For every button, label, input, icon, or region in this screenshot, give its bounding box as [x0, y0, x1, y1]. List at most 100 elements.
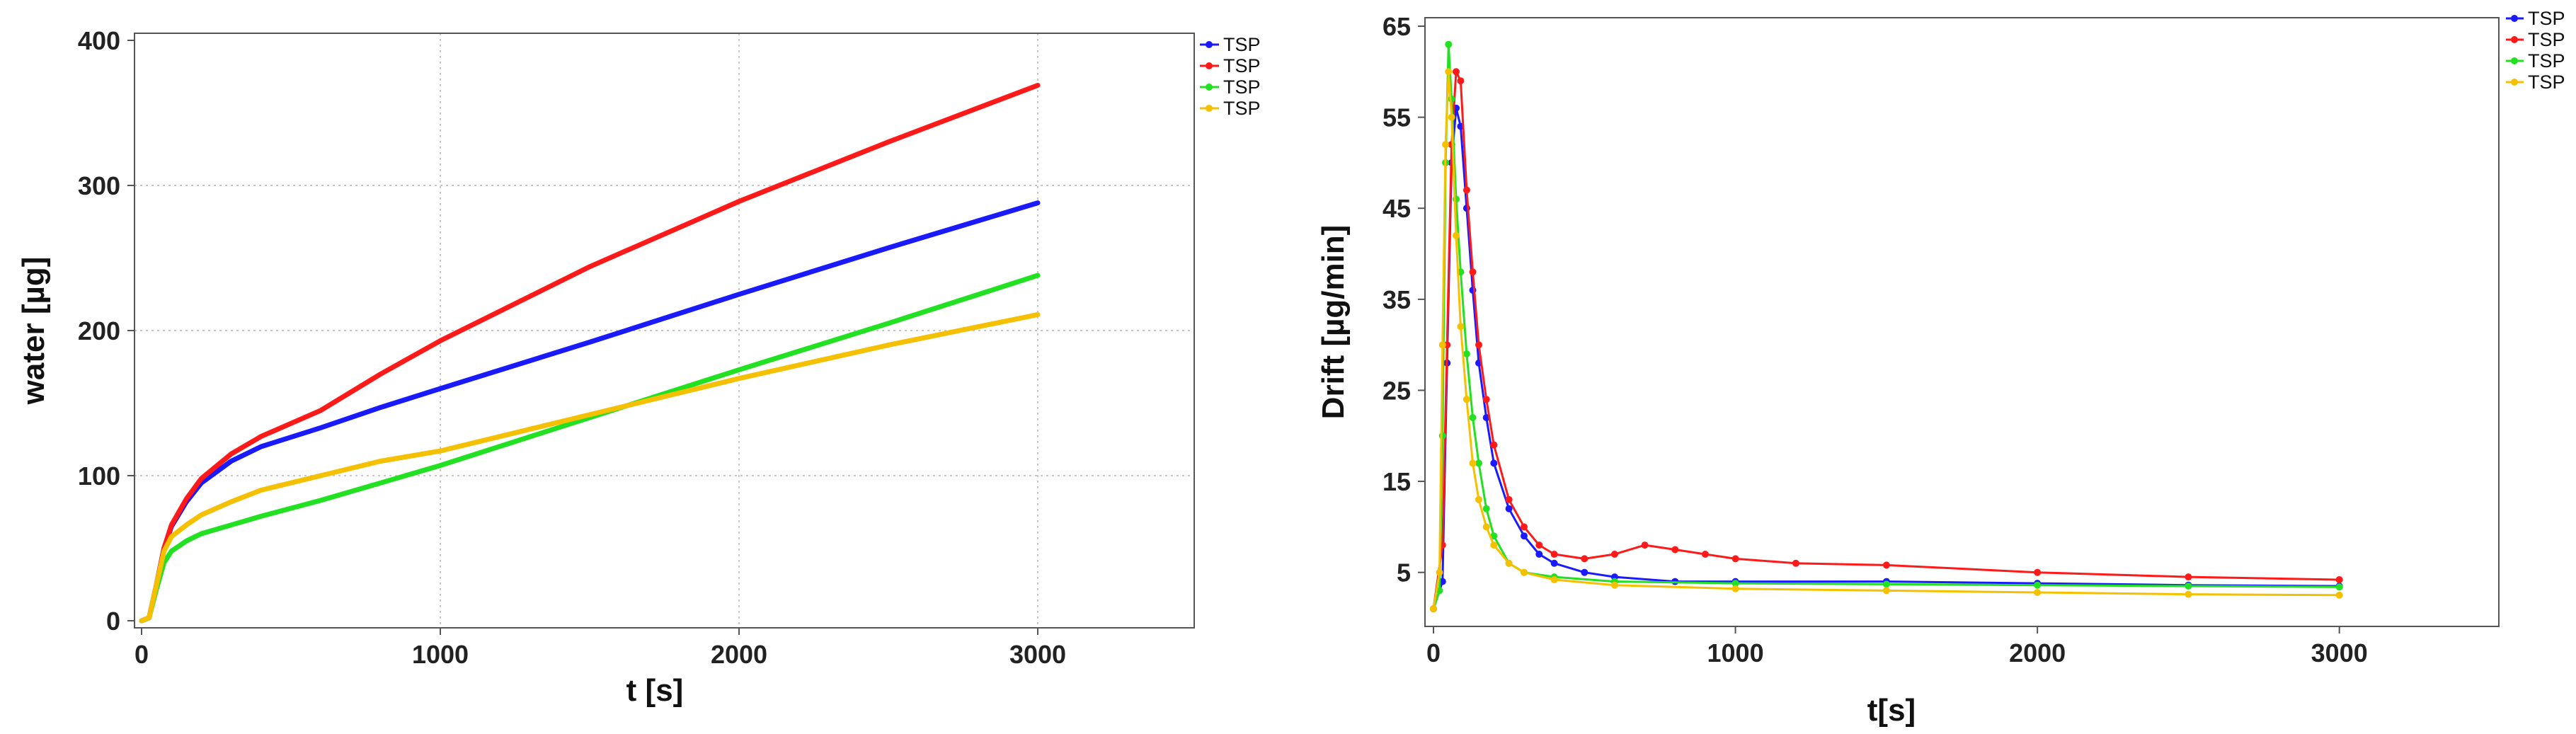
data-point [2335, 583, 2343, 591]
series-line-4 [1432, 70, 2340, 609]
data-point [1469, 268, 1477, 276]
x-tick-label: 3000 [1009, 640, 1066, 669]
data-point [1475, 341, 1482, 349]
data-point [1701, 551, 1709, 558]
legend-label: TSP [2528, 8, 2565, 29]
legend-item: TSP [1200, 34, 1261, 55]
data-point [1462, 396, 1470, 403]
data-point [1469, 414, 1477, 421]
data-point [1882, 587, 1890, 595]
chart-water: 0 1000 2000 3000 0 100 200 300 400 t [s] water [… [16, 26, 1261, 708]
data-point [2335, 591, 2343, 599]
data-point [1482, 505, 1490, 512]
data-point [1731, 580, 1739, 587]
y-tick-label: 65 [1383, 12, 1411, 41]
y-tick-label: 45 [1383, 194, 1411, 223]
legend-label: TSP [1223, 55, 1261, 76]
data-point [1438, 432, 1446, 440]
y-tick-label: 100 [78, 461, 120, 491]
data-point [1475, 459, 1482, 467]
data-point [1457, 323, 1465, 331]
data-point [1671, 546, 1679, 554]
data-point [2034, 589, 2042, 596]
data-point [2185, 583, 2192, 590]
legend-item: TSP [2506, 50, 2565, 71]
legend-label: TSP [1223, 76, 1261, 98]
series-lines [139, 83, 1041, 624]
data-point [1490, 441, 1498, 449]
data-point [1490, 541, 1498, 549]
series-line-4 [139, 312, 1041, 624]
plot-frame [1424, 17, 2500, 627]
y-tick-label: 35 [1383, 285, 1411, 314]
data-point [2185, 590, 2192, 598]
data-point [1581, 568, 1588, 576]
data-point [1535, 541, 1543, 549]
x-tick-label: 1000 [1707, 638, 1764, 667]
series-2 [1430, 68, 2343, 613]
legend-swatch-marker [2511, 36, 2518, 43]
legend-item: TSP [2506, 8, 2565, 29]
data-point [1731, 585, 1739, 592]
data-point [1457, 77, 1465, 85]
y-tick-label: 15 [1383, 467, 1411, 496]
legend-item: TSP [2506, 29, 2565, 50]
data-point [1581, 555, 1588, 563]
y-tick-label: 400 [78, 26, 120, 55]
data-point [2034, 581, 2042, 589]
data-point [1469, 459, 1477, 467]
legend-swatch-marker [2511, 79, 2518, 86]
data-point [1610, 581, 1618, 589]
data-point [2034, 568, 2042, 576]
data-point [1882, 580, 1890, 588]
data-point [1550, 551, 1558, 558]
x-tick-label: 1000 [412, 640, 469, 669]
data-point [1445, 40, 1453, 48]
legend-item: TSP [1200, 76, 1261, 98]
legend-swatch-marker [2511, 15, 2518, 22]
data-point [1438, 341, 1446, 349]
y-tick-label: 200 [78, 316, 120, 345]
data-point [1462, 350, 1470, 357]
series-points [1430, 40, 2343, 613]
data-point [1521, 568, 1528, 576]
data-point [1462, 186, 1470, 194]
data-point [1490, 532, 1498, 540]
y-tick-label: 300 [78, 171, 120, 200]
data-point [1436, 568, 1443, 576]
data-point [1731, 555, 1739, 563]
x-tick-label: 0 [134, 640, 149, 669]
data-point [2185, 573, 2192, 581]
data-point [2335, 576, 2343, 583]
y-tick-label: 0 [106, 607, 120, 636]
data-point [1521, 523, 1528, 531]
y-tick-label: 25 [1383, 376, 1411, 405]
legend-item: TSP [1200, 98, 1261, 119]
data-point [1521, 532, 1528, 540]
data-point [1550, 559, 1558, 567]
x-tick-label: 0 [1426, 638, 1441, 667]
data-point [1535, 551, 1543, 558]
x-tick-label: 2000 [711, 640, 767, 669]
legend-label: TSP [2528, 71, 2565, 93]
legend-label: TSP [2528, 29, 2565, 50]
legend-swatch-marker [2511, 57, 2518, 64]
data-point [1448, 113, 1455, 121]
data-point [1792, 559, 1799, 567]
x-tick-label: 2000 [2009, 638, 2066, 667]
data-point [1482, 396, 1490, 403]
legend-label: TSP [1223, 98, 1261, 119]
data-point [1505, 505, 1513, 512]
series-4 [1430, 68, 2343, 613]
data-point [1882, 561, 1890, 569]
data-point [1445, 68, 1453, 76]
y-tick-label: 55 [1383, 103, 1411, 132]
data-point [1490, 459, 1498, 467]
data-point [1641, 541, 1649, 549]
x-axis-title: t [s] [626, 673, 684, 708]
legend-swatch-marker [1206, 41, 1213, 48]
legend-swatch-marker [1206, 105, 1213, 112]
data-point [1505, 559, 1513, 567]
